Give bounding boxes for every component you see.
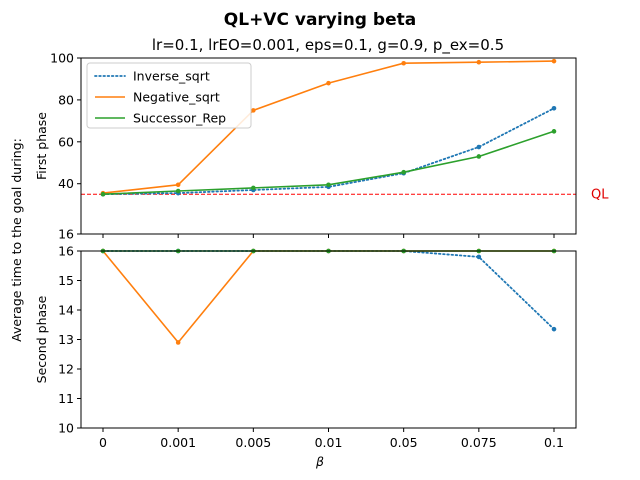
y-tick-label: 40 (58, 176, 74, 191)
panel-2: 10 11 12 13 14 15 16 0 0.001 0.005 0.01 0.05 0.075 0.… (34, 244, 577, 450)
legend: Inverse_sqrt Negative_sqrt Successor_Rep (86, 62, 252, 129)
y-tick-label: 13 (58, 332, 74, 347)
x-tick-label: 0.01 (315, 435, 343, 450)
y-tick-label: 11 (58, 391, 74, 406)
data-point-negative_sqrt (551, 58, 557, 64)
y-tick-label: 16 (58, 244, 74, 259)
series-group (100, 58, 557, 197)
y-tick-label: 15 (58, 273, 74, 288)
shared-y-axis-label: Average time to the goal during: (9, 138, 24, 342)
legend-box (86, 62, 252, 129)
data-point-inverse_sqrt (476, 144, 482, 150)
y-tick-label: 60 (58, 134, 74, 149)
x-tick-label: 0 (99, 435, 107, 450)
x-tick-label: 0.05 (390, 435, 418, 450)
data-point-inverse_sqrt (476, 254, 482, 260)
data-point-inverse_sqrt (551, 326, 557, 332)
data-point-successor_rep (326, 182, 331, 188)
data-point-successor_rep (100, 191, 106, 197)
data-point-successor_rep (551, 129, 557, 134)
legend-label-inverse_sqrt: Inverse_sqrt (133, 69, 210, 84)
data-point-negative_sqrt (326, 80, 331, 86)
panel-y-label: Second phase (34, 295, 49, 383)
panel-1: 16 40 60 80 100 First phase QL Inverse_sqrt Nega… (34, 51, 609, 242)
data-point-negative_sqrt (251, 108, 256, 113)
data-point-successor_rep (401, 169, 406, 175)
x-tick-label: 0.1 (544, 435, 564, 450)
data-point-negative_sqrt (401, 60, 406, 66)
plot-frame (80, 250, 577, 429)
panel-y-label: First phase (34, 112, 49, 180)
x-axis-label: β (315, 454, 324, 469)
chart-subtitle: lr=0.1, lrEO=0.001, eps=0.1, g=0.9, p_ex… (152, 36, 504, 55)
data-point-successor_rep (251, 185, 256, 191)
data-point-successor_rep (175, 188, 181, 194)
data-point-successor_rep (476, 154, 482, 159)
legend-label-negative_sqrt: Negative_sqrt (133, 90, 220, 105)
y-tick-label: 16 (58, 227, 74, 242)
y-tick-label: 12 (58, 362, 74, 377)
y-tick-label: 14 (58, 303, 74, 318)
data-point-negative_sqrt (476, 59, 482, 65)
data-point-inverse_sqrt (551, 105, 557, 111)
plot-frame (80, 57, 577, 235)
y-tick-label: 10 (58, 421, 74, 436)
x-tick-label: 0.005 (235, 435, 271, 450)
x-tick-label: 0.001 (160, 435, 196, 450)
data-point-negative_sqrt (175, 340, 181, 345)
y-tick-label: 80 (58, 92, 74, 107)
y-tick-label: 100 (50, 51, 74, 66)
legend-label-successor_rep: Successor_Rep (133, 111, 226, 126)
chart-title: QL+VC varying beta (224, 10, 416, 30)
data-point-negative_sqrt (175, 182, 181, 188)
series-group (100, 248, 557, 345)
ql-reference-label: QL (591, 188, 609, 203)
series-line-inverse_sqrt (102, 250, 555, 331)
x-tick-label: 0.075 (461, 435, 497, 450)
